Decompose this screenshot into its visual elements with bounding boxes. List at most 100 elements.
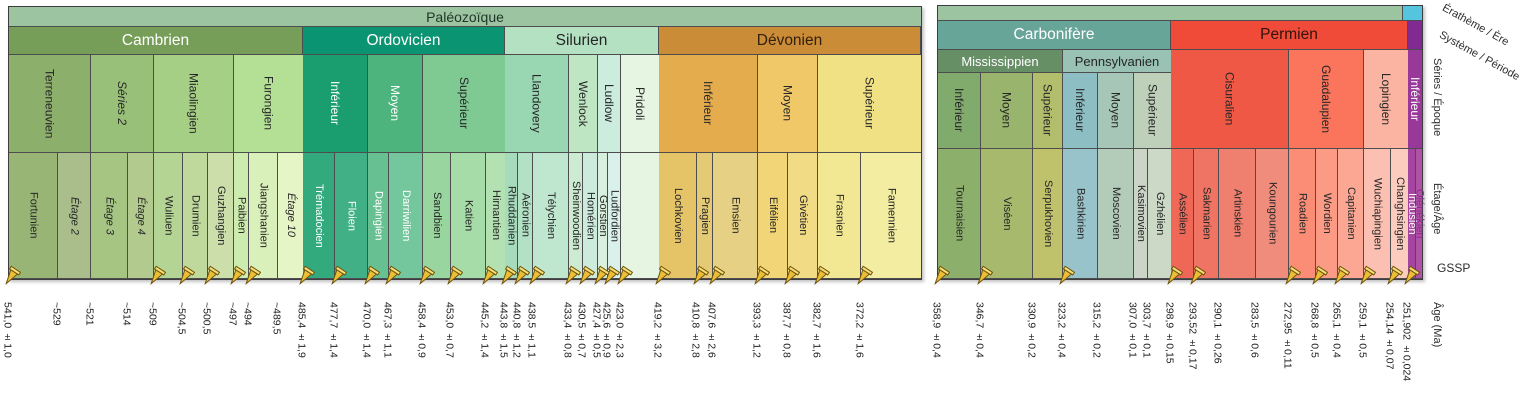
gssp-spike-icon xyxy=(1399,265,1423,290)
stage-cell: Wuchiapingien xyxy=(1364,149,1391,279)
stages-row: Lochkovien Pragien Emsien Eifélien Givétien F… xyxy=(659,153,921,279)
golden-spike xyxy=(1059,265,1076,286)
golden-spike xyxy=(447,265,464,286)
gssp-spike-icon xyxy=(477,265,501,290)
age-label: 259,1 ±0,5 xyxy=(1356,302,1369,358)
golden-spike xyxy=(857,265,874,286)
golden-spike xyxy=(5,265,22,286)
age-label: 470,0 ±1,4 xyxy=(360,302,373,358)
gssp-spike-icon xyxy=(199,265,223,290)
age-label: 425,6 ±0,9 xyxy=(600,302,613,358)
gssp-spike-icon xyxy=(929,265,953,290)
golden-spike xyxy=(784,265,801,286)
stages-row: Assélien Sakmarien Artinskien Koungourien Ro… xyxy=(1171,149,1408,279)
gssp-spike-icon xyxy=(599,265,623,290)
golden-spike xyxy=(1167,265,1184,286)
age-label: ~494 xyxy=(241,302,254,326)
gssp-spike-icon xyxy=(1054,265,1078,290)
stage-cell: Lochkovien xyxy=(659,153,697,279)
stage-cell: Jiangshanien xyxy=(249,153,278,279)
golden-spike xyxy=(655,265,672,286)
stage-cell: Étage 2 xyxy=(58,153,91,279)
age-label: ~529 xyxy=(50,302,63,326)
era-cell: Paléozoïque xyxy=(9,7,921,27)
system-column: Cambrien Terreneuvien Séries 2 Miaolingien F… xyxy=(9,27,303,279)
golden-spike xyxy=(299,265,316,286)
system-header: Carbonifère xyxy=(938,21,1171,50)
axis-label-age: Âge (Ma) xyxy=(1431,302,1443,348)
age-label: ~514 xyxy=(120,302,133,326)
golden-spike xyxy=(709,265,726,286)
stage-cell: Roadien xyxy=(1289,149,1316,279)
age-label: 298,9 ±0,15 xyxy=(1163,302,1176,364)
golden-spike xyxy=(514,265,531,286)
system-header: Silurien xyxy=(505,27,659,55)
age-label: 440,8 ±1,2 xyxy=(510,302,523,358)
gssp-spike-icon xyxy=(240,265,264,290)
subsystem-row: Mississippien Pennsylvanien xyxy=(938,50,1171,73)
stages-row: Trémadocien Floien Dapingien Darriwilien San… xyxy=(303,153,505,279)
golden-spike xyxy=(977,265,994,286)
stage-cell: Gzhélien xyxy=(1148,149,1171,279)
system-column: Silurien Llandovery Wenlock Ludlow Pridoli Rh… xyxy=(505,27,659,279)
series-cell: Miaolingien xyxy=(154,55,234,153)
golden-spike xyxy=(814,265,831,286)
age-label: 467,3 ±1,1 xyxy=(381,302,394,358)
stage-cell: Étage 4 xyxy=(128,153,154,279)
age-label: 438,5 ±1,1 xyxy=(525,302,538,358)
age-label: 407,6 ±2,6 xyxy=(705,302,718,358)
age-label: 410,8 ±2,8 xyxy=(689,302,702,358)
gssp-spike-icon xyxy=(779,265,803,290)
age-label: 541,0 ±1,0 xyxy=(1,302,14,358)
stage-cell: Emsien xyxy=(713,153,758,279)
age-label: 419,2 ±3,2 xyxy=(651,302,664,358)
stage-cell: Télychien xyxy=(533,153,569,279)
gssp-spike-icon xyxy=(496,265,520,290)
golden-spike xyxy=(1334,265,1351,286)
golden-spike xyxy=(501,265,518,286)
age-label: 430,5 ±0,7 xyxy=(575,302,588,358)
age-label: 254,14 ±0,07 xyxy=(1383,302,1396,370)
gssp-spike-icon xyxy=(326,265,350,290)
age-label: 346,7 ±0,4 xyxy=(973,302,986,358)
stage-cell: Viséen xyxy=(981,149,1033,279)
gssp-spike-icon xyxy=(359,265,383,290)
era-cell xyxy=(938,6,1403,21)
golden-spike xyxy=(419,265,436,286)
golden-spike xyxy=(934,265,951,286)
age-label: 330,9 ±0,2 xyxy=(1025,302,1038,358)
stage-cell: Drumien xyxy=(183,153,208,279)
golden-spike xyxy=(1285,265,1302,286)
age-label: ~521 xyxy=(83,302,96,326)
golden-spike xyxy=(1387,265,1404,286)
age-label: 477,7 ±1,4 xyxy=(327,302,340,358)
stage-cell: Capitanien xyxy=(1338,149,1364,279)
series-row: Inférieur Moyen Supérieur Inférieur Moyen Sup… xyxy=(938,73,1171,149)
age-label: 423,0 ±2,3 xyxy=(613,302,626,358)
series-row: Inférieur xyxy=(1408,50,1422,149)
age-label: 433,4 ±0,8 xyxy=(561,302,574,358)
gssp-spike-icon xyxy=(380,265,404,290)
era-row xyxy=(938,6,1422,21)
stage-cell: Tournaisien xyxy=(938,149,981,279)
series-cell: Guadalupien xyxy=(1289,50,1364,149)
stage-cell: Homérien xyxy=(583,153,598,279)
stages-row: Tournaisien Viséen Serpukhovien Bashkirien M… xyxy=(938,149,1171,279)
age-label: ~509 xyxy=(146,302,159,326)
gssp-spike-icon xyxy=(560,265,584,290)
age-label: ~497 xyxy=(226,302,239,326)
age-label: 272,95 ±0,11 xyxy=(1281,302,1294,369)
stage-cell: Changhsingien xyxy=(1391,149,1408,279)
golden-spike xyxy=(604,265,621,286)
series-cell: Inférieur xyxy=(938,73,981,149)
system-column: Carbonifère Mississippien Pennsylvanien Inf… xyxy=(938,21,1171,279)
stage-cell: Olénékien xyxy=(1414,149,1426,279)
age-label: ~500,5 xyxy=(200,302,213,335)
stage-cell: Dapingien xyxy=(368,153,389,279)
gssp-spike-icon xyxy=(972,265,996,290)
axis-label-gssp: GSSP xyxy=(1437,261,1471,275)
series-cell: Lopingien xyxy=(1364,50,1408,149)
stage-cell: Wordien xyxy=(1316,149,1338,279)
golden-spike xyxy=(617,265,634,286)
golden-spike xyxy=(565,265,582,286)
